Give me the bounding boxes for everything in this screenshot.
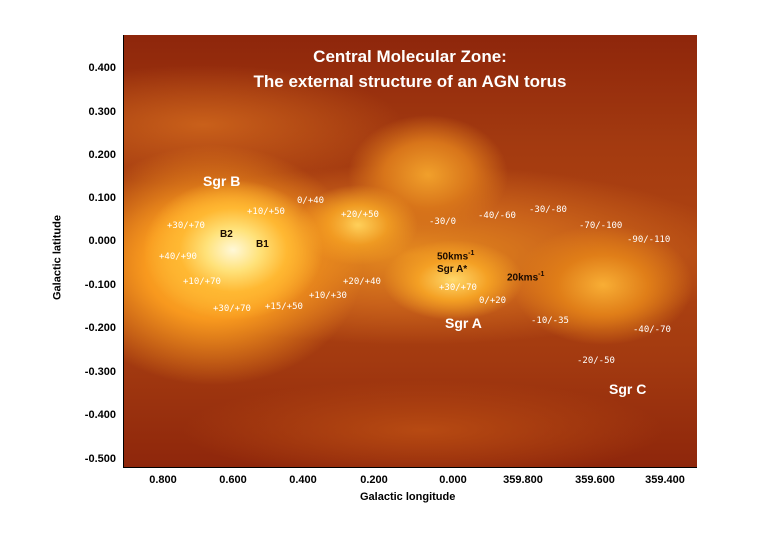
x-axis-title: Galactic longitude — [360, 491, 456, 503]
velocity-label: -20/-50 — [577, 356, 615, 366]
y-tick-label: 0.400 — [88, 62, 116, 74]
velocity-label: -40/-60 — [478, 211, 516, 221]
x-tick-label: 0.000 — [439, 474, 467, 486]
x-tick-label: 0.600 — [219, 474, 247, 486]
x-tick-label: 0.400 — [289, 474, 317, 486]
b2-label: B2 — [220, 229, 233, 240]
flow-50-label: 50kms-1 — [437, 250, 475, 263]
velocity-label: 0/+40 — [297, 196, 325, 206]
velocity-label: -70/-100 — [579, 221, 623, 231]
velocity-label: +30/+70 — [439, 283, 477, 293]
sgr-c-label: Sgr C — [609, 381, 647, 397]
velocity-label: +40/+90 — [159, 252, 197, 262]
y-tick-label: 0.100 — [88, 192, 116, 204]
x-tick-label: 359.800 — [503, 474, 543, 486]
y-tick-label: 0.200 — [88, 149, 116, 161]
velocity-label: +10/+30 — [309, 291, 347, 301]
y-tick-label: 0.000 — [88, 235, 116, 247]
x-tick-label: 359.600 — [575, 474, 615, 486]
velocity-label: +20/+40 — [343, 277, 381, 287]
y-tick-label: -0.500 — [84, 453, 116, 465]
y-tick-label: -0.100 — [84, 279, 116, 291]
sgr-a-label: Sgr A — [445, 315, 482, 331]
sgr-b-label: Sgr B — [203, 173, 241, 189]
velocity-label: +10/+50 — [247, 207, 285, 217]
velocity-label: -30/0 — [429, 217, 457, 227]
velocity-label: +30/+70 — [213, 304, 251, 314]
y-tick-label: -0.400 — [84, 409, 116, 421]
y-tick-label: -0.300 — [84, 366, 116, 378]
velocity-label: -40/-70 — [633, 325, 671, 335]
image-title-line2: The external structure of an AGN torus — [253, 72, 567, 91]
y-tick-label: 0.300 — [88, 106, 116, 118]
y-axis-title: Galactic latitude — [51, 215, 64, 300]
velocity-label: -90/-110 — [627, 235, 671, 245]
x-tick-label: 359.400 — [645, 474, 685, 486]
velocity-label: +15/+50 — [265, 302, 303, 312]
sgr-a-star-label: Sgr A* — [437, 264, 468, 275]
b1-label: B1 — [256, 239, 269, 250]
y-axis-line — [123, 35, 124, 468]
cmz-infrared-image: Central Molecular Zone: The external str… — [123, 35, 697, 468]
velocity-label: +30/+70 — [167, 221, 205, 231]
x-axis-line — [123, 467, 697, 468]
x-tick-label: 0.800 — [149, 474, 177, 486]
velocity-label: -10/-35 — [531, 316, 569, 326]
velocity-label: +10/+70 — [183, 277, 221, 287]
velocity-label: -30/-80 — [529, 205, 567, 215]
y-tick-label: -0.200 — [84, 322, 116, 334]
image-title-line1: Central Molecular Zone: — [313, 47, 507, 66]
velocity-label: +20/+50 — [341, 210, 379, 220]
flow-20-label: 20kms-1 — [507, 271, 545, 284]
velocity-label: 0/+20 — [479, 296, 507, 306]
x-tick-label: 0.200 — [360, 474, 388, 486]
